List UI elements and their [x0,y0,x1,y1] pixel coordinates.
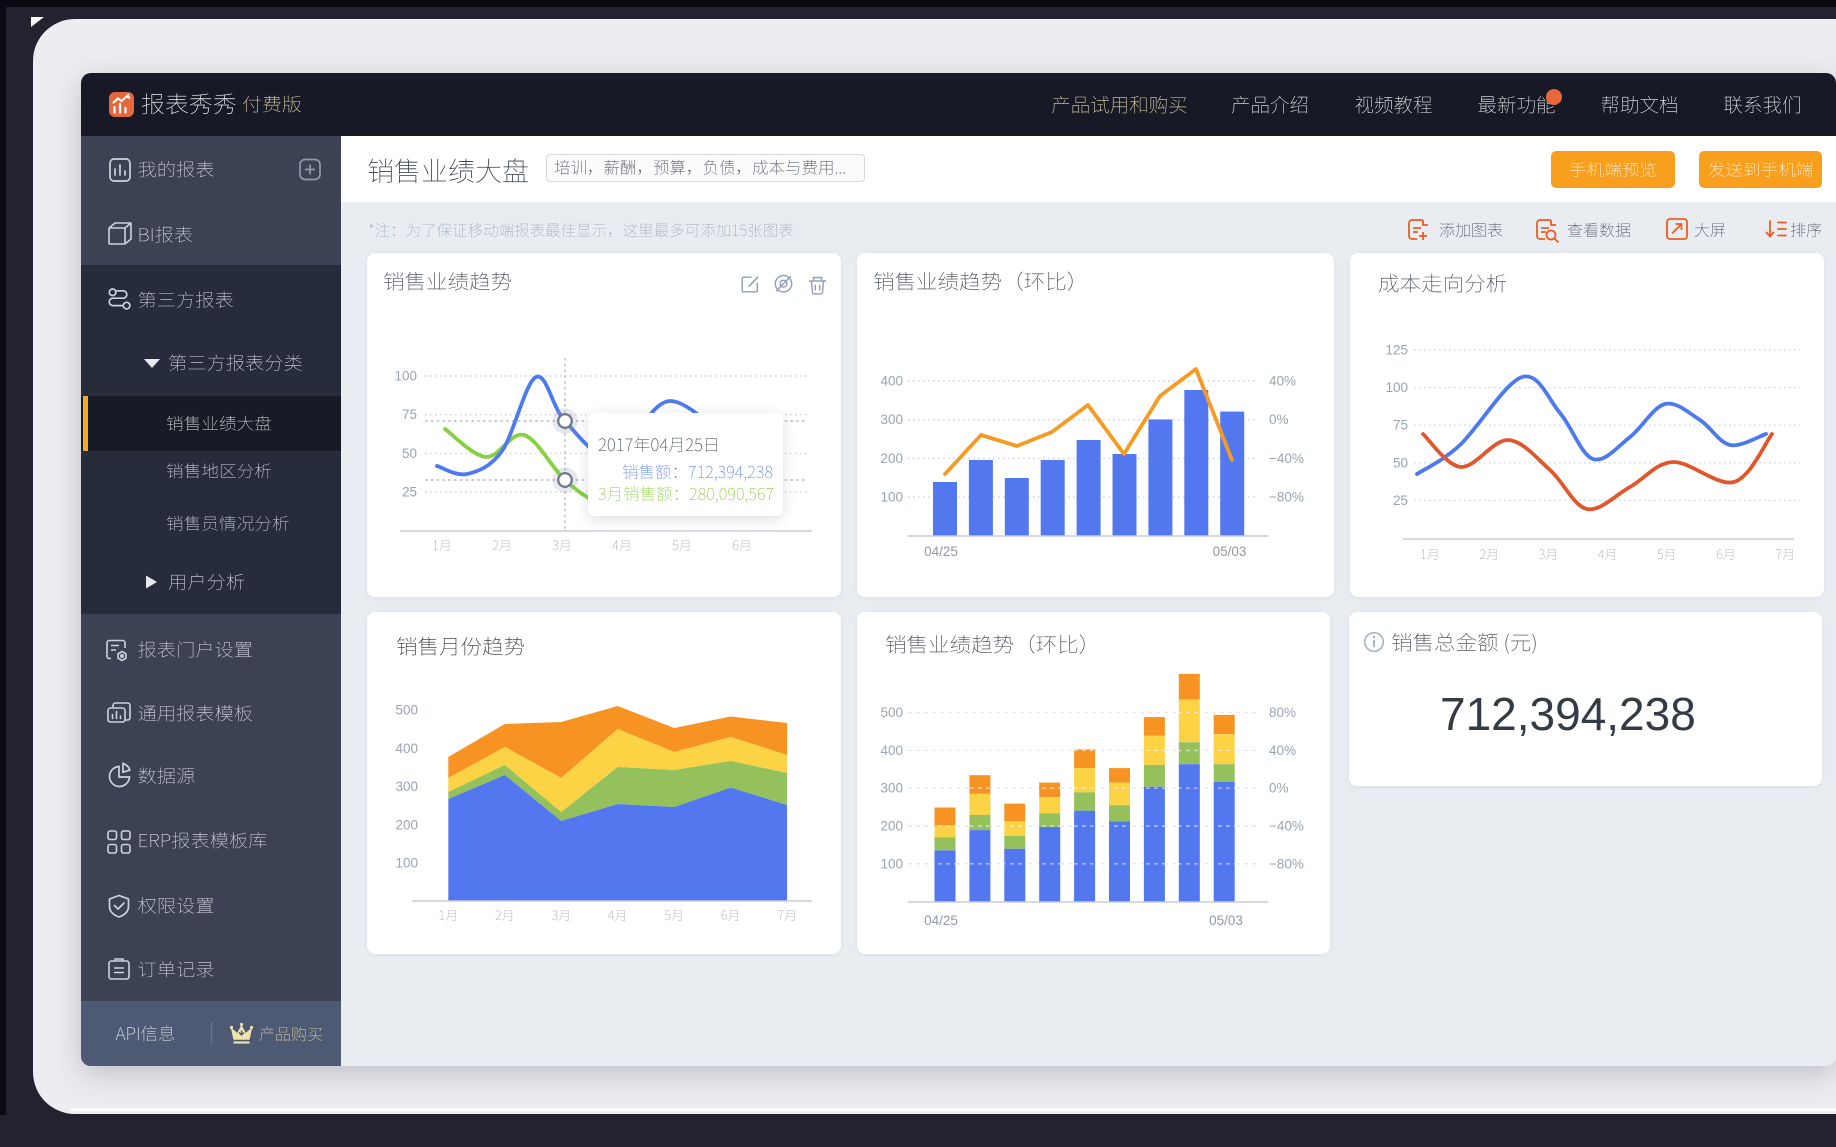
svg-text:300: 300 [395,779,418,794]
svg-text:200: 200 [880,451,903,466]
svg-text:200: 200 [395,817,418,832]
svg-text:40%: 40% [1269,743,1296,758]
svg-text:100: 100 [880,856,903,871]
svg-text:04/25: 04/25 [924,913,958,928]
svg-text:40%: 40% [1269,374,1296,389]
svg-text:300: 300 [880,412,903,427]
svg-text:300: 300 [880,781,903,796]
svg-text:500: 500 [395,703,418,718]
svg-text:100: 100 [394,369,417,384]
svg-text:0%: 0% [1269,412,1289,427]
svg-text:0%: 0% [1269,781,1289,796]
svg-text:80%: 80% [1269,705,1296,720]
svg-text:−80%: −80% [1269,856,1304,871]
svg-text:05/03: 05/03 [1209,913,1243,928]
svg-text:−80%: −80% [1269,490,1304,505]
svg-text:200: 200 [880,819,903,834]
svg-text:100: 100 [395,856,418,871]
svg-text:25: 25 [1393,493,1408,508]
svg-text:400: 400 [880,743,903,758]
svg-text:50: 50 [1393,455,1408,470]
svg-text:−40%: −40% [1269,451,1304,466]
svg-text:400: 400 [880,374,903,389]
svg-text:100: 100 [880,490,903,505]
svg-text:100: 100 [1385,380,1408,395]
svg-text:25: 25 [402,485,417,500]
svg-text:75: 75 [1393,418,1408,433]
svg-text:712,394,238: 712,394,238 [1440,688,1696,740]
svg-text:125: 125 [1385,343,1408,358]
svg-text:75: 75 [402,407,417,422]
svg-text:400: 400 [395,741,418,756]
svg-text:500: 500 [880,705,903,720]
svg-text:04/25: 04/25 [924,544,958,559]
svg-text:−40%: −40% [1269,819,1304,834]
svg-text:05/03: 05/03 [1213,544,1247,559]
svg-text:50: 50 [402,446,417,461]
